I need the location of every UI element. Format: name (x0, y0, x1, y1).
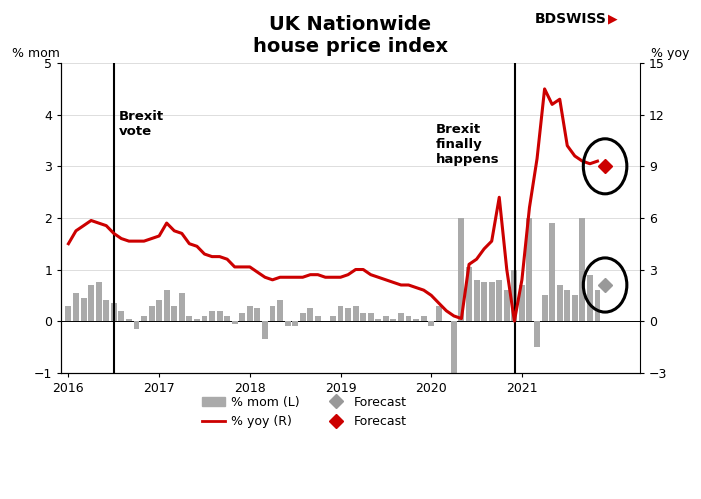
Bar (156, 300, 162, 321)
Bar (368, 313, 374, 321)
Bar (489, 282, 495, 321)
Bar (549, 223, 555, 321)
Text: Brexit
vote: Brexit vote (118, 110, 163, 138)
Bar (232, 321, 238, 324)
Bar (111, 303, 117, 321)
Bar (338, 305, 343, 321)
Bar (390, 318, 396, 321)
Bar (81, 298, 86, 321)
Bar (383, 316, 389, 321)
Bar (277, 300, 283, 321)
Bar (194, 318, 200, 321)
Text: ▶: ▶ (608, 12, 618, 25)
Bar (330, 316, 336, 321)
Bar (564, 290, 570, 321)
Bar (149, 305, 154, 321)
Bar (594, 290, 601, 321)
Bar (292, 321, 298, 326)
Bar (504, 290, 510, 321)
Bar (126, 318, 132, 321)
Bar (73, 293, 79, 321)
Bar (436, 305, 442, 321)
Bar (572, 295, 578, 321)
Bar (201, 316, 207, 321)
Text: % yoy: % yoy (651, 47, 689, 60)
Bar (557, 285, 563, 321)
Bar (270, 305, 275, 321)
Bar (360, 313, 366, 321)
Bar (496, 280, 502, 321)
Bar (307, 308, 313, 321)
Bar (406, 316, 411, 321)
Bar (141, 316, 147, 321)
Bar (239, 313, 245, 321)
Bar (247, 305, 253, 321)
Bar (398, 313, 404, 321)
Text: BDSWISS: BDSWISS (534, 12, 606, 26)
Bar (451, 321, 457, 378)
Bar (353, 305, 359, 321)
Bar (224, 316, 230, 321)
Bar (345, 308, 351, 321)
Bar (179, 293, 185, 321)
Text: Brexit
finally
happens: Brexit finally happens (436, 123, 499, 166)
Bar (413, 318, 419, 321)
Bar (512, 269, 517, 321)
Bar (421, 316, 427, 321)
Bar (458, 218, 464, 321)
Bar (534, 321, 540, 347)
Bar (519, 285, 525, 321)
Bar (133, 321, 139, 329)
Text: % mom: % mom (12, 47, 60, 60)
Bar (526, 218, 532, 321)
Bar (481, 282, 487, 321)
Bar (103, 300, 109, 321)
Bar (96, 282, 102, 321)
Bar (474, 280, 479, 321)
Bar (466, 267, 472, 321)
Title: UK Nationwide
house price index: UK Nationwide house price index (253, 15, 448, 56)
Bar (217, 311, 223, 321)
Bar (209, 311, 215, 321)
Bar (315, 316, 321, 321)
Bar (542, 295, 547, 321)
Bar (285, 321, 291, 326)
Bar (88, 285, 94, 321)
Bar (65, 305, 72, 321)
Legend: % mom (L), % yoy (R), Forecast, Forecast: % mom (L), % yoy (R), Forecast, Forecast (197, 391, 411, 433)
Bar (171, 305, 177, 321)
Bar (254, 308, 260, 321)
Bar (164, 290, 170, 321)
Bar (580, 218, 585, 321)
Bar (587, 274, 593, 321)
Bar (428, 321, 434, 326)
Bar (300, 313, 306, 321)
Bar (376, 318, 381, 321)
Bar (118, 311, 124, 321)
Bar (262, 321, 268, 339)
Bar (186, 316, 192, 321)
